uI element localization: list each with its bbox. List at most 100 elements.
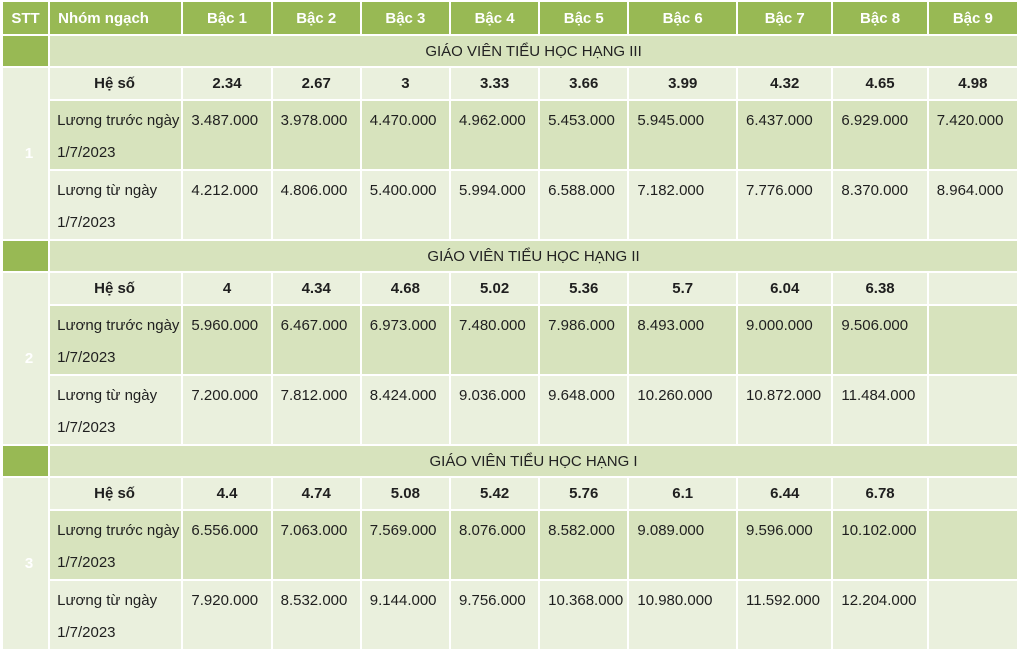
- salary-before-cell: 9.089.000: [629, 511, 737, 579]
- salary-after-cell: 11.592.000: [738, 581, 832, 649]
- coefficient-cell: 2.34: [183, 68, 271, 99]
- salary-after-cell: 5.994.000: [450, 171, 539, 239]
- header-level: Bậc 3: [361, 2, 449, 34]
- salary-before-cell: 6.437.000: [738, 101, 832, 169]
- salary-after-cell: 6.588.000: [540, 171, 628, 239]
- coefficient-cell: 2.67: [272, 68, 360, 99]
- salary-before-cell: 5.960.000: [183, 306, 271, 374]
- header-level: Bậc 4: [450, 2, 539, 34]
- salary-after-cell: 9.144.000: [361, 581, 449, 649]
- salary-after-cell: 7.920.000: [183, 581, 271, 649]
- group-title: GIÁO VIÊN TIỂU HỌC HẠNG I: [50, 446, 1017, 476]
- salary-after-cell: 9.036.000: [450, 376, 539, 444]
- coefficient-cell: 3.99: [629, 68, 737, 99]
- coefficient-cell: 4: [183, 273, 271, 304]
- salary-before-row: Lương trước ngày 1/7/2023 5.960.000 6.467.…: [3, 306, 1017, 374]
- coefficient-cell: 5.42: [450, 478, 539, 509]
- coefficient-cell: 3: [361, 68, 449, 99]
- salary-before-cell: 7.986.000: [540, 306, 628, 374]
- salary-after-row: Lương từ ngày 1/7/2023 7.200.000 7.812.000…: [3, 376, 1017, 444]
- salary-before-cell: 4.962.000: [450, 101, 539, 169]
- salary-after-cell: 10.260.000: [629, 376, 737, 444]
- salary-before-cell: 8.076.000: [450, 511, 539, 579]
- header-level: Bậc 1: [183, 2, 271, 34]
- coefficient-cell: 5.02: [450, 273, 539, 304]
- coefficient-cell: 3.66: [540, 68, 628, 99]
- stt-spacer: [3, 241, 49, 271]
- salary-after-cell: 4.212.000: [183, 171, 271, 239]
- salary-before-cell: 3.978.000: [272, 101, 360, 169]
- coefficient-cell: 5.36: [540, 273, 628, 304]
- salary-before-cell: 6.467.000: [272, 306, 360, 374]
- salary-after-row: Lương từ ngày 1/7/2023 4.212.000 4.806.000…: [3, 171, 1017, 239]
- row-label-after: Lương từ ngày 1/7/2023: [50, 171, 182, 239]
- salary-before-cell: 9.000.000: [738, 306, 832, 374]
- row-label-after: Lương từ ngày 1/7/2023: [50, 581, 182, 649]
- header-level: Bậc 2: [272, 2, 360, 34]
- salary-after-cell: 9.648.000: [540, 376, 628, 444]
- coefficient-cell: 4.4: [183, 478, 271, 509]
- salary-after-cell: 7.776.000: [738, 171, 832, 239]
- row-label-after: Lương từ ngày 1/7/2023: [50, 376, 182, 444]
- salary-before-cell: [928, 511, 1017, 579]
- group-title: GIÁO VIÊN TIỂU HỌC HẠNG III: [50, 36, 1017, 66]
- salary-after-cell: 4.806.000: [272, 171, 360, 239]
- coefficient-cell: 4.34: [272, 273, 360, 304]
- stt-number: 2: [3, 273, 49, 444]
- row-label-heso: Hệ số: [50, 273, 182, 304]
- salary-before-cell: 8.582.000: [540, 511, 628, 579]
- header-level: Bậc 6: [629, 2, 737, 34]
- salary-before-cell: 9.506.000: [833, 306, 927, 374]
- salary-after-cell: 8.532.000: [272, 581, 360, 649]
- table-body: GIÁO VIÊN TIỂU HỌC HẠNG III 1 Hệ số 2.34 2.6…: [3, 36, 1017, 649]
- header-level: Bậc 8: [833, 2, 927, 34]
- header-stt: STT: [3, 2, 49, 34]
- salary-before-cell: 7.063.000: [272, 511, 360, 579]
- salary-after-cell: 5.400.000: [361, 171, 449, 239]
- heso-row: 3 Hệ số 4.4 4.74 5.08 5.42 5.76 6.1 6.44 6.78: [3, 478, 1017, 649]
- salary-after-row: Lương từ ngày 1/7/2023 7.920.000 8.532.000…: [3, 581, 1017, 649]
- salary-before-row: Lương trước ngày 1/7/2023 6.556.000 7.063.…: [3, 511, 1017, 579]
- salary-after-cell: 10.980.000: [629, 581, 737, 649]
- stt-spacer: [3, 446, 49, 476]
- coefficient-cell: 4.65: [833, 68, 927, 99]
- coefficient-cell: 4.32: [738, 68, 832, 99]
- coefficient-cell: 6.1: [629, 478, 737, 509]
- salary-before-cell: 5.945.000: [629, 101, 737, 169]
- salary-after-cell: 8.964.000: [928, 171, 1017, 239]
- row-label-heso: Hệ số: [50, 68, 182, 99]
- coefficient-cell: 6.04: [738, 273, 832, 304]
- stt-number: 1: [3, 68, 49, 239]
- stt-spacer: [3, 36, 49, 66]
- table-header: STT Nhóm ngạch Bậc 1 Bậc 2 Bậc 3 Bậc 4 B…: [3, 2, 1017, 34]
- group-title-row: GIÁO VIÊN TIỂU HỌC HẠNG III: [3, 36, 1017, 66]
- salary-before-cell: 8.493.000: [629, 306, 737, 374]
- salary-after-cell: 7.812.000: [272, 376, 360, 444]
- row-label-before: Lương trước ngày 1/7/2023: [50, 101, 182, 169]
- coefficient-cell: 5.08: [361, 478, 449, 509]
- coefficient-cell: [928, 273, 1017, 304]
- group-title-row: GIÁO VIÊN TIỂU HỌC HẠNG I: [3, 446, 1017, 476]
- salary-before-cell: 6.556.000: [183, 511, 271, 579]
- header-row: STT Nhóm ngạch Bậc 1 Bậc 2 Bậc 3 Bậc 4 B…: [3, 2, 1017, 34]
- salary-after-cell: 8.370.000: [833, 171, 927, 239]
- salary-after-cell: 11.484.000: [833, 376, 927, 444]
- salary-before-cell: 5.453.000: [540, 101, 628, 169]
- coefficient-cell: 5.7: [629, 273, 737, 304]
- salary-after-cell: 8.424.000: [361, 376, 449, 444]
- coefficient-cell: 5.76: [540, 478, 628, 509]
- coefficient-cell: 3.33: [450, 68, 539, 99]
- header-level: Bậc 7: [738, 2, 832, 34]
- group-title: GIÁO VIÊN TIỂU HỌC HẠNG II: [50, 241, 1017, 271]
- salary-before-cell: 7.480.000: [450, 306, 539, 374]
- coefficient-cell: 4.68: [361, 273, 449, 304]
- salary-after-cell: 7.200.000: [183, 376, 271, 444]
- coefficient-cell: 4.74: [272, 478, 360, 509]
- coefficient-cell: 6.78: [833, 478, 927, 509]
- salary-before-cell: 9.596.000: [738, 511, 832, 579]
- salary-before-cell: 6.973.000: [361, 306, 449, 374]
- row-label-heso: Hệ số: [50, 478, 182, 509]
- heso-row: 2 Hệ số 4 4.34 4.68 5.02 5.36 5.7 6.04 6.38: [3, 273, 1017, 444]
- salary-before-cell: 6.929.000: [833, 101, 927, 169]
- group-title-row: GIÁO VIÊN TIỂU HỌC HẠNG II: [3, 241, 1017, 271]
